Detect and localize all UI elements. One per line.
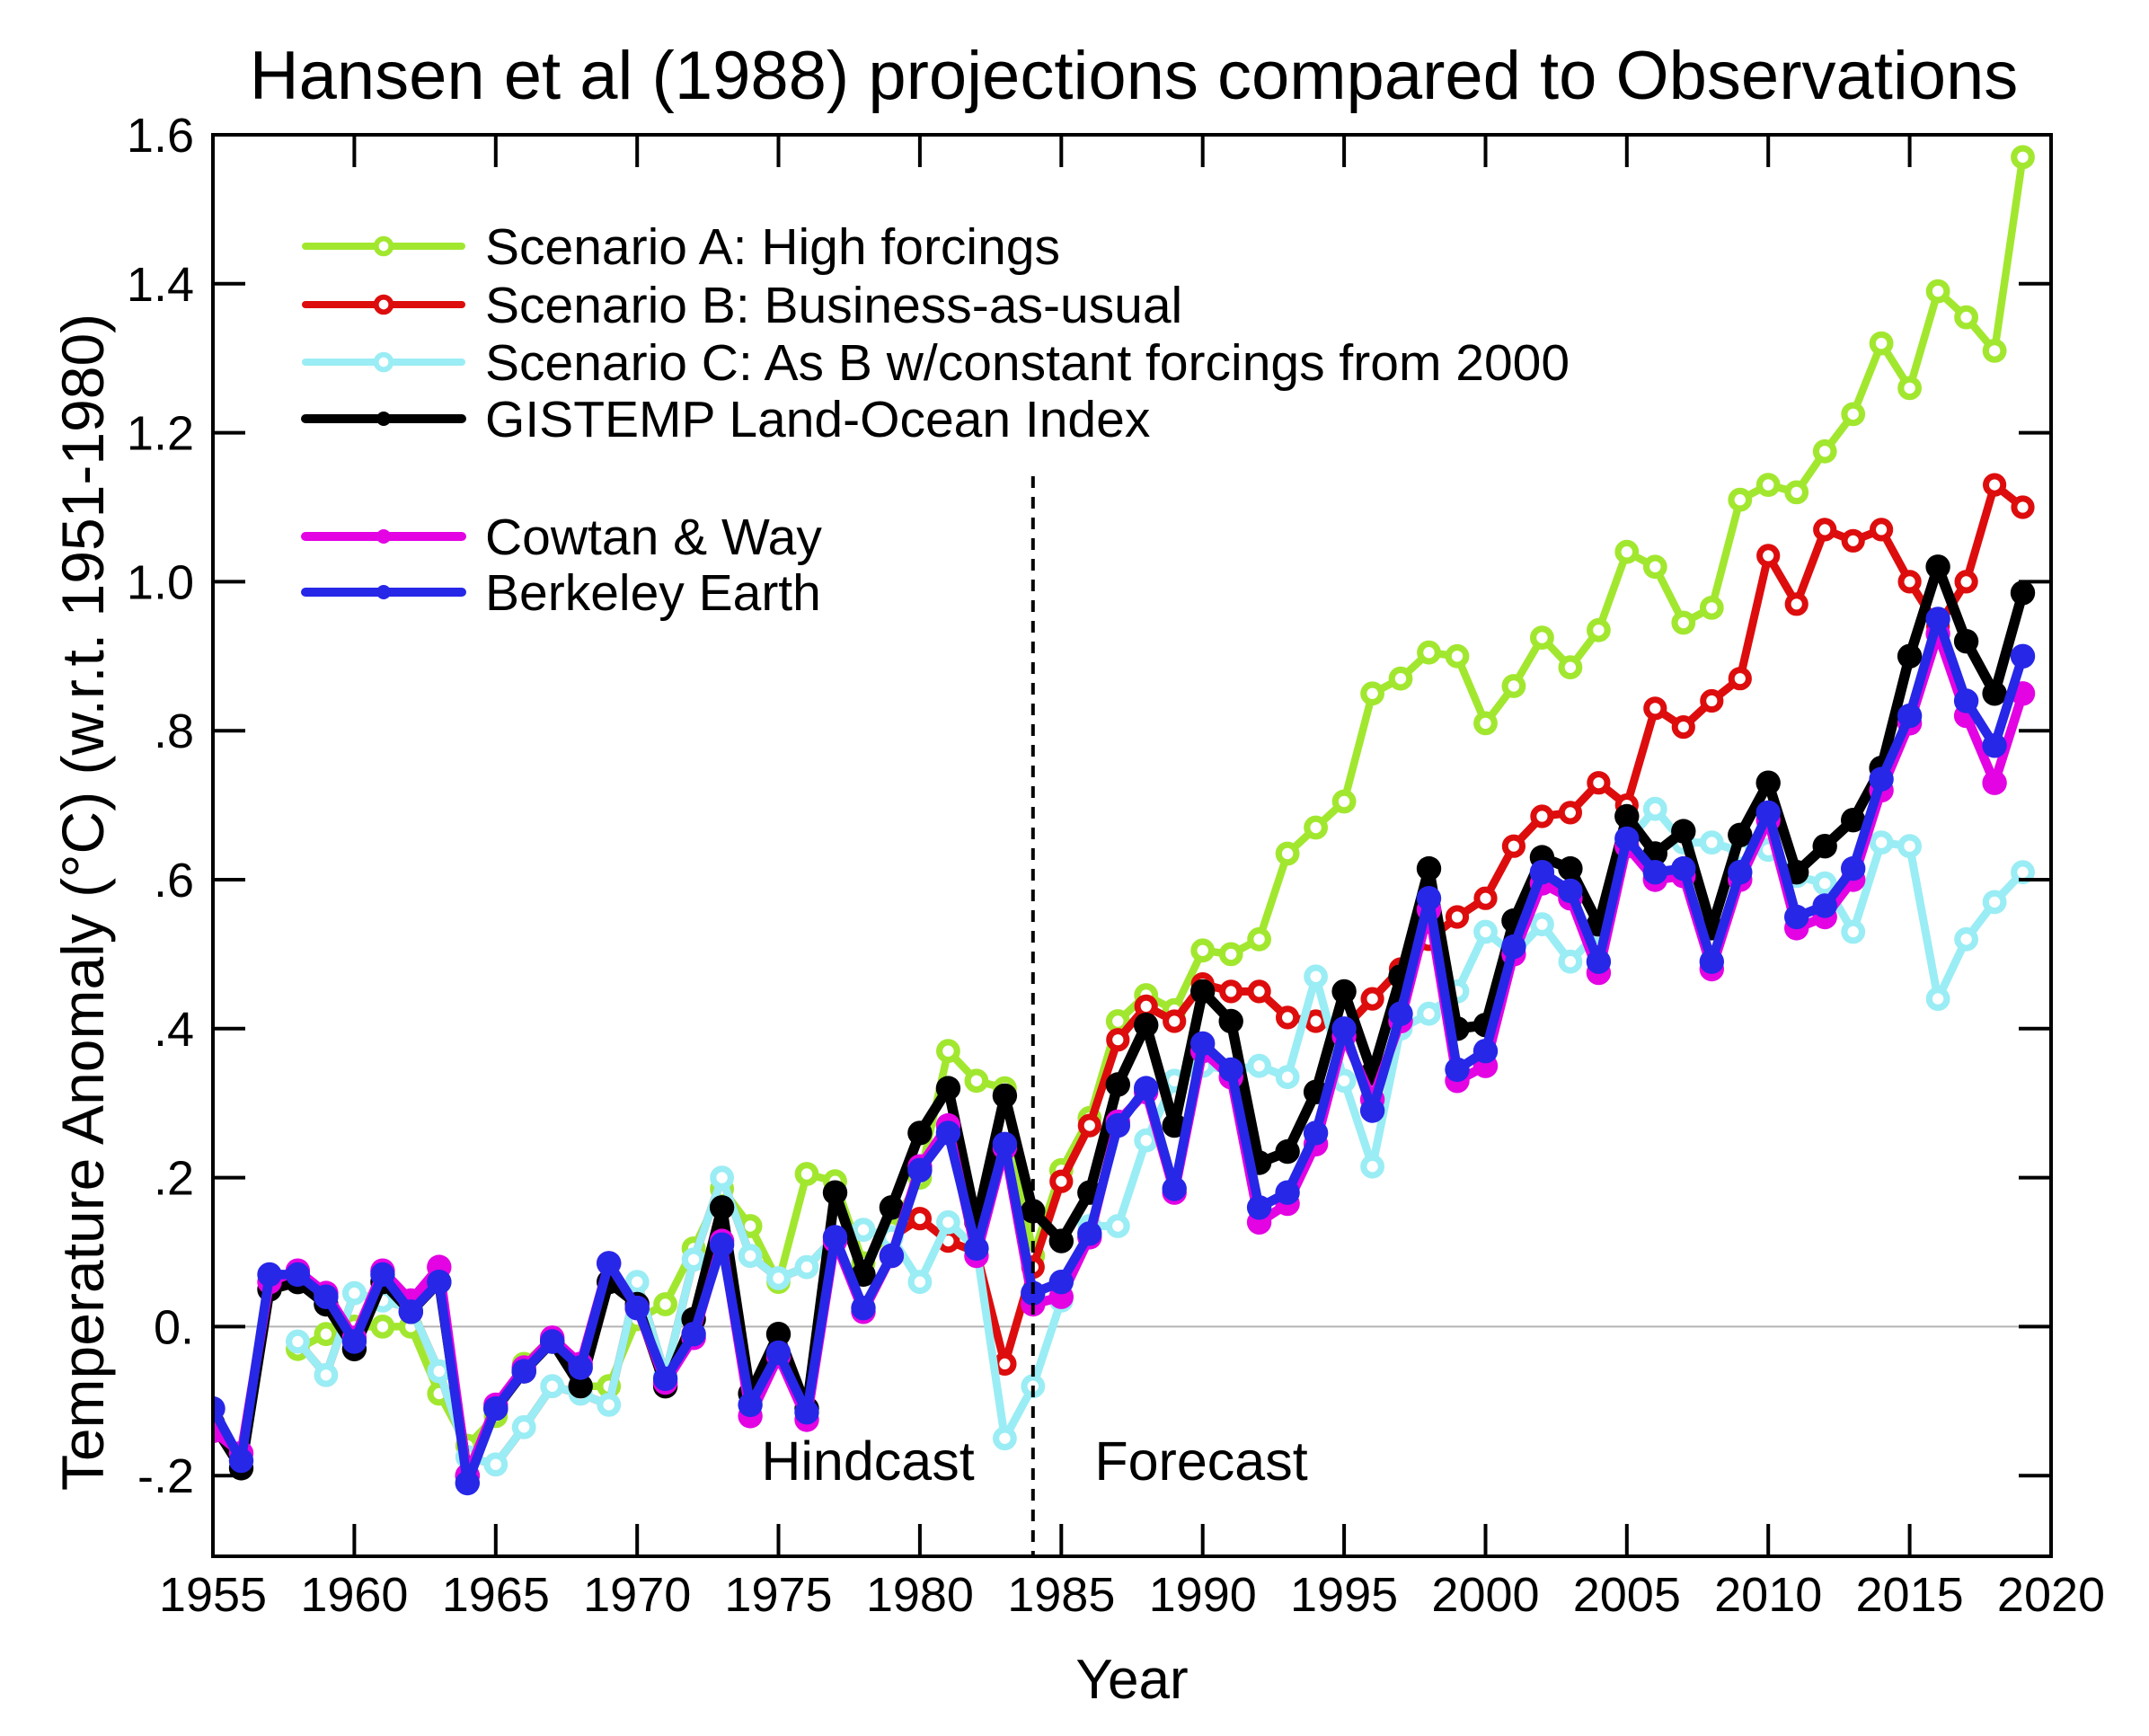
svg-text:2005: 2005 xyxy=(1573,1568,1681,1622)
svg-text:1.4: 1.4 xyxy=(127,258,194,312)
svg-text:2015: 2015 xyxy=(1856,1568,1964,1622)
svg-text:.2: .2 xyxy=(154,1152,194,1206)
svg-text:1970: 1970 xyxy=(583,1568,691,1622)
svg-text:Year: Year xyxy=(1075,1649,1188,1711)
svg-text:1985: 1985 xyxy=(1007,1568,1115,1622)
svg-text:Cowtan & Way: Cowtan & Way xyxy=(485,509,822,566)
svg-text:.8: .8 xyxy=(154,704,194,758)
svg-text:0.: 0. xyxy=(154,1300,194,1354)
svg-text:Berkeley Earth: Berkeley Earth xyxy=(485,564,821,622)
svg-text:2000: 2000 xyxy=(1431,1568,1539,1622)
svg-text:.6: .6 xyxy=(154,854,194,908)
svg-text:Scenario B: Business-as-usual: Scenario B: Business-as-usual xyxy=(485,277,1182,334)
svg-text:Scenario A: High forcings: Scenario A: High forcings xyxy=(485,218,1060,276)
svg-text:1.6: 1.6 xyxy=(127,109,194,163)
svg-text:Scenario C: As B w/constant fo: Scenario C: As B w/constant forcings fro… xyxy=(485,334,1570,392)
svg-text:1980: 1980 xyxy=(866,1568,974,1622)
svg-text:1.0: 1.0 xyxy=(127,555,194,609)
svg-text:1965: 1965 xyxy=(442,1568,550,1622)
svg-text:Forecast: Forecast xyxy=(1094,1430,1307,1492)
svg-text:Hansen et al (1988) projection: Hansen et al (1988) projections compared… xyxy=(250,38,2019,114)
svg-text:2020: 2020 xyxy=(1997,1568,2105,1622)
svg-text:.4: .4 xyxy=(154,1003,194,1057)
svg-text:1955: 1955 xyxy=(159,1568,267,1622)
svg-text:1995: 1995 xyxy=(1290,1568,1398,1622)
svg-text:1975: 1975 xyxy=(724,1568,832,1622)
svg-text:Temperature Anomaly (°C) (w.r.: Temperature Anomaly (°C) (w.r.t. 1951-19… xyxy=(49,314,116,1491)
svg-text:1990: 1990 xyxy=(1149,1568,1257,1622)
svg-text:GISTEMP Land-Ocean Index: GISTEMP Land-Ocean Index xyxy=(485,391,1150,448)
svg-text:2010: 2010 xyxy=(1714,1568,1822,1622)
svg-text:1.2: 1.2 xyxy=(127,407,194,461)
svg-text:-.2: -.2 xyxy=(137,1449,194,1503)
svg-text:1960: 1960 xyxy=(300,1568,408,1622)
svg-text:Hindcast: Hindcast xyxy=(761,1430,974,1492)
